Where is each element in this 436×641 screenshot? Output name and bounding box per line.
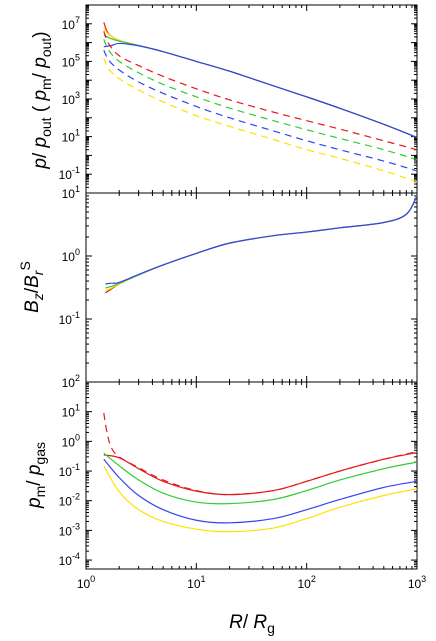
y-tick-label: 10-1	[59, 310, 80, 327]
y-tick-label: 102	[62, 373, 80, 390]
middle-series-3-solid	[105, 195, 417, 285]
top-series-6-dashed	[103, 49, 417, 172]
top-series-7-dashed	[103, 57, 417, 183]
top-series-1-solid	[103, 27, 417, 139]
middle-panel-frame	[85, 192, 418, 383]
middle-series-1-solid	[105, 195, 417, 292]
x-tick-label: 100	[77, 574, 95, 591]
y-tick-label: 10-2	[59, 492, 80, 509]
bottom-series-1-solid	[103, 451, 417, 496]
x-tick-label: 102	[297, 574, 315, 591]
bottom-series-3-solid	[103, 458, 417, 524]
bottom-series-2-solid	[103, 452, 417, 505]
bottom-series-4-solid	[103, 465, 417, 533]
y-tick-label: 100	[62, 432, 80, 449]
top-y-axis-label: p/ pout ( pm/ pout)	[30, 31, 54, 169]
y-tick-label: 10-1	[59, 165, 80, 182]
middle-panel-plot: 10-1 100 101	[59, 184, 417, 383]
y-tick-label: 10-3	[59, 521, 80, 538]
bottom-panel-frame	[85, 381, 418, 570]
top-series-3-solid	[103, 42, 417, 139]
bottom-panel-plot: 10-4 10-3 10-2 10-1 100 101 102 100 101 102 103	[59, 373, 427, 591]
top-series-0-solid	[103, 22, 417, 139]
y-tick-label: 101	[62, 184, 80, 201]
y-tick-label: 107	[62, 15, 80, 32]
top-panel-plot: 10-1 101 103 105 107	[59, 4, 417, 194]
top-panel-frame	[85, 4, 418, 194]
y-tick-label: 101	[62, 403, 80, 420]
x-axis-label: R/ Rg	[229, 612, 275, 636]
x-tick-label: 103	[408, 574, 426, 591]
y-tick-label: 10-1	[59, 462, 80, 479]
top-series-5-dashed	[103, 39, 417, 161]
middle-series-2-solid	[105, 195, 417, 289]
y-tick-label: 100	[62, 247, 80, 264]
x-tick-label: 101	[187, 574, 205, 591]
top-series-4-dashed	[103, 31, 417, 151]
bottom-series-0-dashed	[103, 412, 417, 496]
y-tick-label: 101	[62, 128, 80, 145]
y-tick-label: 10-4	[59, 551, 80, 568]
bottom-y-axis-label: pm/ pgas	[24, 442, 48, 509]
y-tick-label: 105	[62, 52, 80, 69]
top-series-2-solid	[103, 34, 417, 139]
middle-y-axis-label: Bz/BrS	[17, 261, 46, 313]
y-tick-label: 103	[62, 90, 80, 107]
middle-series-0-solid	[105, 195, 417, 294]
